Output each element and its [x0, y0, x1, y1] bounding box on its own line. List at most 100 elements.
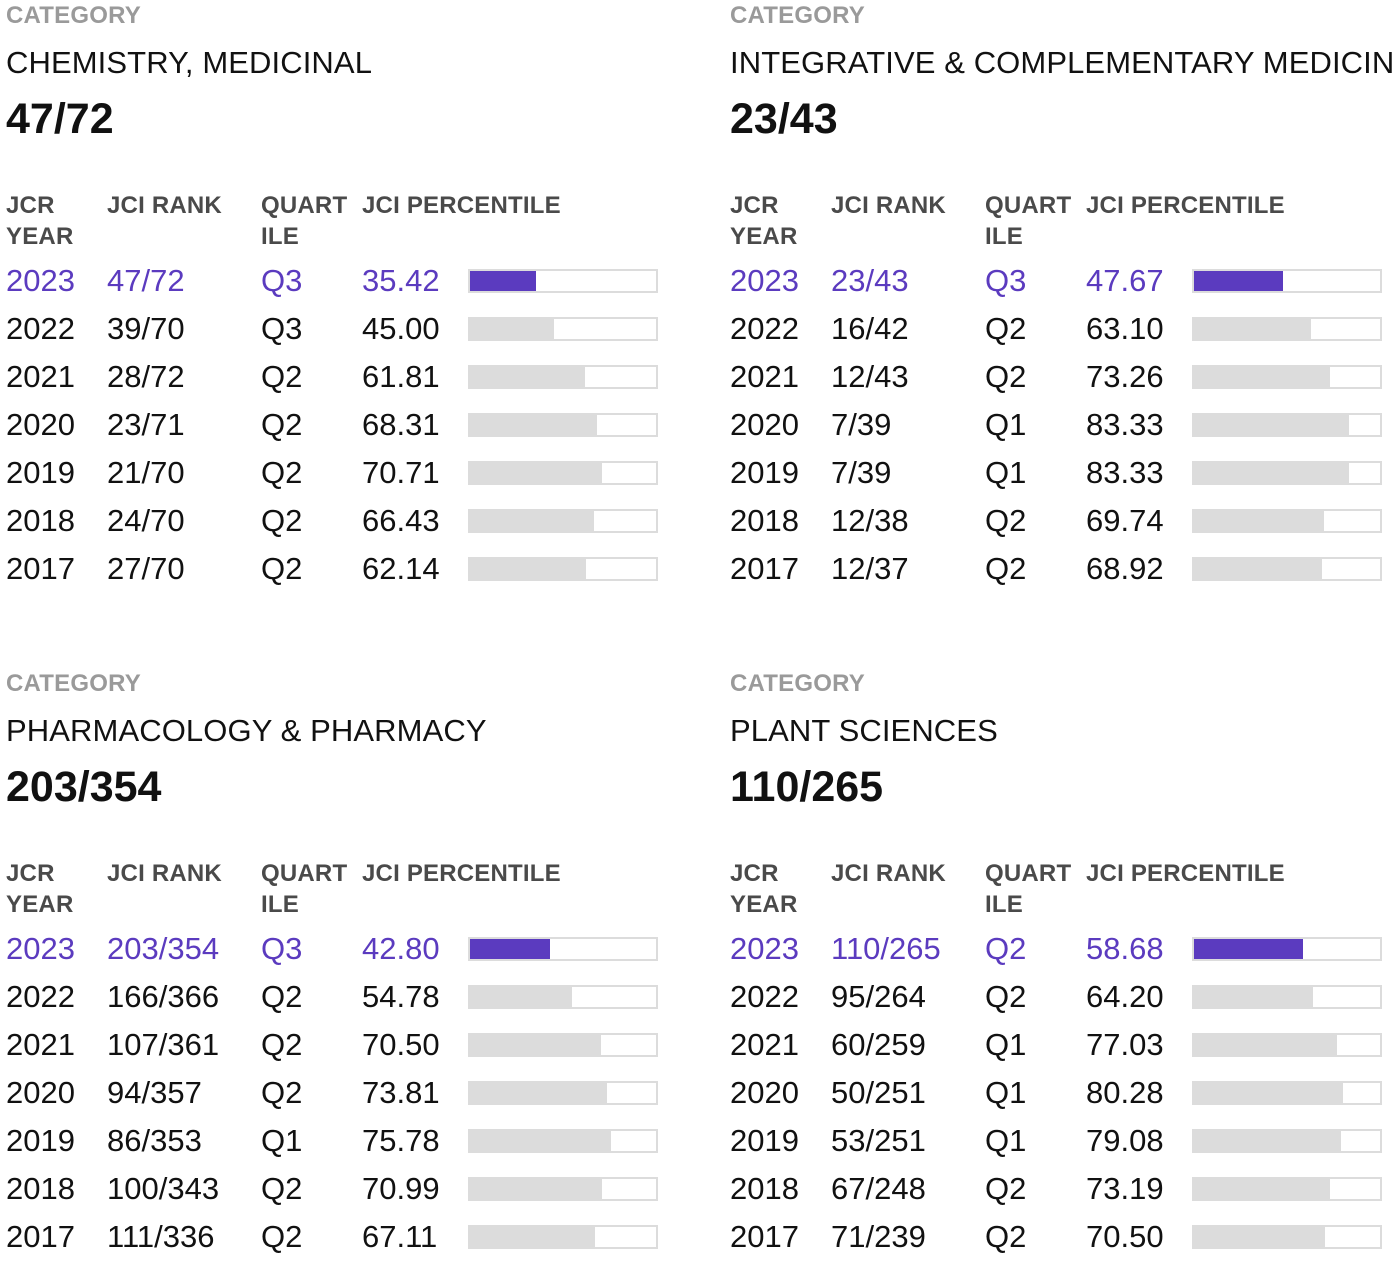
- column-header-jcr-year: JCR YEAR: [730, 190, 797, 252]
- column-header-quartile-line1: QUART: [985, 860, 1072, 887]
- table-row[interactable]: 2023 23/43 Q3 47.67: [724, 257, 1388, 305]
- table-row[interactable]: 2020 7/39 Q1 83.33: [724, 401, 1388, 449]
- cell-jci-rank: 24/70: [107, 503, 185, 538]
- cell-quartile: Q2: [985, 979, 1027, 1014]
- cell-jci-rank: 53/251: [831, 1123, 926, 1158]
- percentile-bar: [1192, 1129, 1382, 1153]
- table-row[interactable]: 2018 100/343 Q2 70.99: [0, 1165, 664, 1213]
- column-header-jci-rank: JCI RANK: [107, 860, 222, 887]
- column-header-jcr-year-line2: YEAR: [730, 891, 798, 918]
- cell-jci-percentile: 45.00: [362, 311, 440, 346]
- table-row[interactable]: 2020 50/251 Q1 80.28: [724, 1069, 1388, 1117]
- percentile-bar: [1192, 1033, 1382, 1057]
- column-header-jcr-year-line2: YEAR: [730, 223, 798, 250]
- cell-quartile: Q1: [985, 1075, 1027, 1110]
- cell-jcr-year: 2022: [730, 311, 799, 346]
- table-row[interactable]: 2019 7/39 Q1 83.33: [724, 449, 1388, 497]
- cell-jcr-year: 2019: [730, 455, 799, 490]
- table-row[interactable]: 2022 95/264 Q2 64.20: [724, 973, 1388, 1021]
- cell-jci-percentile: 58.68: [1086, 931, 1164, 966]
- table-row[interactable]: 2019 53/251 Q1 79.08: [724, 1117, 1388, 1165]
- cell-jcr-year: 2021: [6, 1027, 75, 1062]
- percentile-bar-fill: [1194, 463, 1349, 483]
- percentile-bar-fill: [470, 1227, 595, 1247]
- table-row[interactable]: 2022 166/366 Q2 54.78: [0, 973, 664, 1021]
- cell-quartile: Q2: [261, 1027, 303, 1062]
- percentile-bar: [468, 1033, 658, 1057]
- cell-jci-percentile: 61.81: [362, 359, 440, 394]
- table-row[interactable]: 2017 71/239 Q2 70.50: [724, 1213, 1388, 1261]
- cell-jci-percentile: 42.80: [362, 931, 440, 966]
- table-row[interactable]: 2023 47/72 Q3 35.42: [0, 257, 664, 305]
- column-header-jci-rank: JCI RANK: [107, 192, 222, 219]
- table-row[interactable]: 2023 203/354 Q3 42.80: [0, 925, 664, 973]
- percentile-bar-fill: [1194, 1035, 1338, 1055]
- category-name: CHEMISTRY, MEDICINAL: [6, 45, 373, 80]
- cell-jci-rank: 100/343: [107, 1171, 220, 1206]
- table-row[interactable]: 2018 67/248 Q2 73.19: [724, 1165, 1388, 1213]
- column-header-jci-rank: JCI RANK: [831, 860, 946, 887]
- cell-jcr-year: 2017: [6, 1219, 75, 1254]
- percentile-bar-fill: [470, 319, 554, 339]
- table-row[interactable]: 2019 86/353 Q1 75.78: [0, 1117, 664, 1165]
- cell-jci-rank: 12/37: [831, 551, 909, 586]
- percentile-bar-fill: [470, 271, 536, 291]
- cell-jcr-year: 2020: [6, 407, 75, 442]
- table-row[interactable]: 2017 12/37 Q2 68.92: [724, 545, 1388, 593]
- cell-jcr-year: 2017: [730, 551, 799, 586]
- cell-jci-rank: 67/248: [831, 1171, 926, 1206]
- percentile-bar-fill: [1194, 1227, 1326, 1247]
- column-header-quartile-line2: ILE: [985, 891, 1023, 918]
- table-row[interactable]: 2022 39/70 Q3 45.00: [0, 305, 664, 353]
- table-row[interactable]: 2020 23/71 Q2 68.31: [0, 401, 664, 449]
- table-row[interactable]: 2018 12/38 Q2 69.74: [724, 497, 1388, 545]
- column-header-jcr-year-line1: JCR: [6, 860, 55, 887]
- percentile-bar: [1192, 365, 1382, 389]
- percentile-bar-fill: [1194, 559, 1323, 579]
- cell-jcr-year: 2021: [730, 359, 799, 394]
- column-header-quartile-line1: QUART: [261, 860, 348, 887]
- cell-jci-percentile: 63.10: [1086, 311, 1164, 346]
- table-row[interactable]: 2018 24/70 Q2 66.43: [0, 497, 664, 545]
- percentile-bar: [468, 317, 658, 341]
- table-row[interactable]: 2021 107/361 Q2 70.50: [0, 1021, 664, 1069]
- table-row[interactable]: 2021 60/259 Q1 77.03: [724, 1021, 1388, 1069]
- cell-quartile: Q2: [261, 359, 303, 394]
- percentile-bar-fill: [470, 463, 602, 483]
- percentile-bar-fill: [1194, 1179, 1331, 1199]
- cell-jci-percentile: 83.33: [1086, 407, 1164, 442]
- percentile-bar-fill: [1194, 271, 1283, 291]
- table-row[interactable]: 2017 27/70 Q2 62.14: [0, 545, 664, 593]
- cell-quartile: Q3: [261, 263, 303, 298]
- cell-quartile: Q2: [261, 503, 303, 538]
- cell-jci-percentile: 35.42: [362, 263, 440, 298]
- cell-jci-percentile: 73.26: [1086, 359, 1164, 394]
- cell-jci-rank: 7/39: [831, 407, 892, 442]
- column-header-jcr-year: JCR YEAR: [6, 190, 73, 252]
- column-header-quartile-line1: QUART: [985, 192, 1072, 219]
- cell-jcr-year: 2018: [6, 1171, 75, 1206]
- column-header-jcr-year: JCR YEAR: [6, 858, 73, 920]
- cell-jci-rank: 28/72: [107, 359, 185, 394]
- table-row[interactable]: 2020 94/357 Q2 73.81: [0, 1069, 664, 1117]
- cell-quartile: Q2: [261, 407, 303, 442]
- cell-jcr-year: 2022: [6, 311, 75, 346]
- column-header-jcr-year: JCR YEAR: [730, 858, 797, 920]
- table-row[interactable]: 2021 28/72 Q2 61.81: [0, 353, 664, 401]
- cell-jcr-year: 2019: [6, 1123, 75, 1158]
- percentile-bar: [468, 269, 658, 293]
- table-row[interactable]: 2023 110/265 Q2 58.68: [724, 925, 1388, 973]
- cell-jci-percentile: 79.08: [1086, 1123, 1164, 1158]
- table-row[interactable]: 2022 16/42 Q2 63.10: [724, 305, 1388, 353]
- table-row[interactable]: 2019 21/70 Q2 70.71: [0, 449, 664, 497]
- column-header-jcr-year-line2: YEAR: [6, 891, 74, 918]
- table-row[interactable]: 2021 12/43 Q2 73.26: [724, 353, 1388, 401]
- percentile-bar: [1192, 1081, 1382, 1105]
- cell-quartile: Q2: [985, 503, 1027, 538]
- percentile-bar-fill: [1194, 1083, 1344, 1103]
- percentile-bar: [1192, 509, 1382, 533]
- cell-jci-rank: 60/259: [831, 1027, 926, 1062]
- table-row[interactable]: 2017 111/336 Q2 67.11: [0, 1213, 664, 1261]
- column-header-jci-percentile: JCI PERCENTILE: [362, 860, 561, 887]
- cell-jci-rank: 111/336: [107, 1219, 215, 1254]
